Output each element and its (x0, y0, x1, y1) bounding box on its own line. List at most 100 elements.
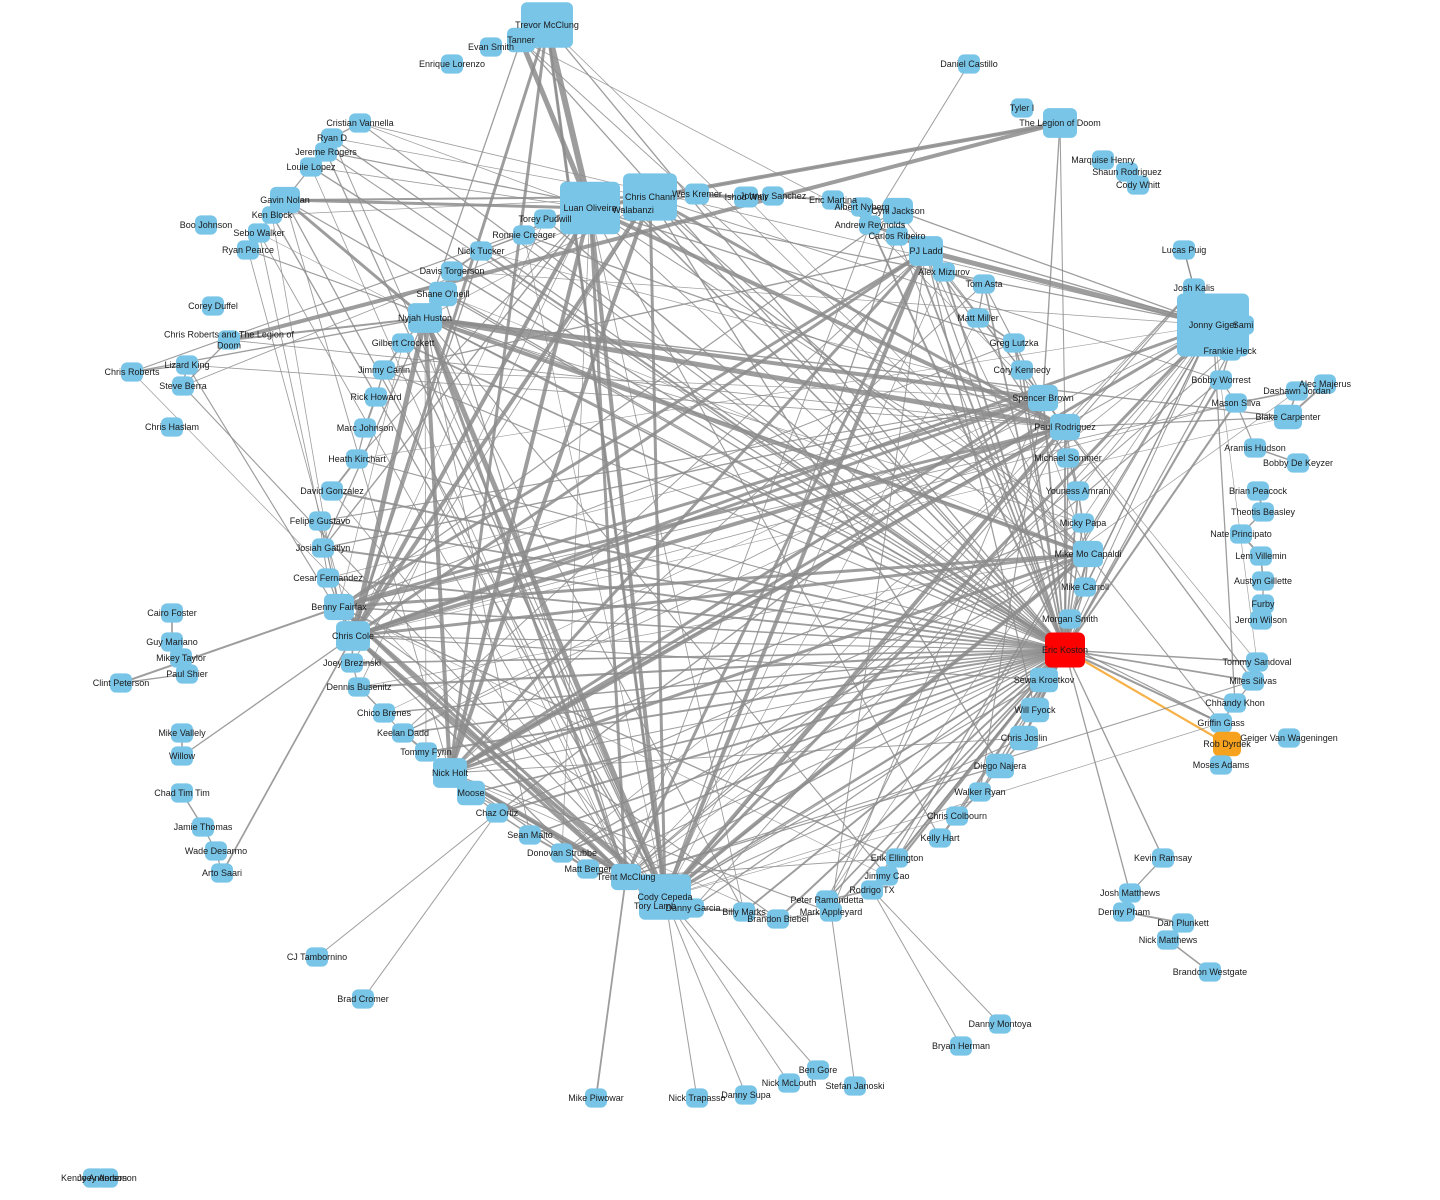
svg-text:Chico Brenes: Chico Brenes (357, 708, 412, 718)
svg-text:Willow: Willow (169, 751, 195, 761)
svg-text:Mason Silva: Mason Silva (1211, 398, 1260, 408)
svg-text:Ben Gore: Ben Gore (799, 1065, 838, 1075)
svg-text:Mike Carroll: Mike Carroll (1061, 582, 1109, 592)
svg-text:Mike Piwowar: Mike Piwowar (568, 1093, 624, 1103)
svg-text:Brandon Westgate: Brandon Westgate (1173, 967, 1247, 977)
svg-text:Ronnie Creager: Ronnie Creager (492, 230, 556, 240)
svg-text:David Gonzalez: David Gonzalez (300, 486, 364, 496)
svg-text:Tory Lamb: Tory Lamb (634, 901, 676, 911)
svg-text:Michael Sommer: Michael Sommer (1034, 453, 1102, 463)
svg-text:Shaun Rodriguez: Shaun Rodriguez (1092, 167, 1162, 177)
svg-text:Trent McClung: Trent McClung (597, 872, 656, 882)
svg-text:Miles Silvas: Miles Silvas (1229, 676, 1277, 686)
svg-text:Andrew Reynolds: Andrew Reynolds (835, 220, 906, 230)
svg-text:Kevin Ramsay: Kevin Ramsay (1134, 853, 1193, 863)
svg-text:Louie Lopez: Louie Lopez (286, 162, 336, 172)
svg-text:Jimmy Carlin: Jimmy Carlin (358, 365, 410, 375)
svg-text:Will Fyock: Will Fyock (1015, 705, 1056, 715)
svg-text:Danny Montoya: Danny Montoya (968, 1019, 1031, 1029)
svg-text:Erik Ellington: Erik Ellington (871, 853, 924, 863)
svg-text:Clint Peterson: Clint Peterson (93, 678, 150, 688)
svg-text:Mike Vallely: Mike Vallely (158, 728, 206, 738)
svg-text:Tyler I: Tyler I (1010, 103, 1035, 113)
svg-text:Eric Koston: Eric Koston (1042, 645, 1088, 655)
svg-text:Moose: Moose (457, 788, 484, 798)
svg-text:CJ Tambornino: CJ Tambornino (287, 952, 347, 962)
svg-text:Moses Adams: Moses Adams (1193, 760, 1250, 770)
svg-text:Kelly Hart: Kelly Hart (920, 833, 960, 843)
svg-text:Heath Kirchart: Heath Kirchart (328, 454, 386, 464)
svg-text:Frankie Heck: Frankie Heck (1203, 346, 1257, 356)
svg-text:Spencer Brown: Spencer Brown (1012, 393, 1074, 403)
svg-text:Griffin Gass: Griffin Gass (1197, 718, 1245, 728)
svg-text:Donovan Strubbe: Donovan Strubbe (527, 848, 597, 858)
svg-text:Marquise Henry: Marquise Henry (1071, 155, 1135, 165)
svg-text:Nyjah Huston: Nyjah Huston (398, 313, 452, 323)
svg-text:Boo Johnson: Boo Johnson (180, 220, 233, 230)
svg-text:Lem Villemin: Lem Villemin (1235, 551, 1286, 561)
svg-text:Josh Matthews: Josh Matthews (1100, 888, 1161, 898)
svg-text:Tommy Sandoval: Tommy Sandoval (1222, 657, 1291, 667)
svg-text:Tommy Fynn: Tommy Fynn (400, 747, 452, 757)
svg-text:Mike Mo Capaldi: Mike Mo Capaldi (1054, 549, 1121, 559)
svg-text:Denny Pham: Denny Pham (1098, 907, 1150, 917)
svg-text:Alex Mizurov: Alex Mizurov (918, 267, 970, 277)
svg-text:Wade Desarmo: Wade Desarmo (185, 846, 247, 856)
svg-text:Brad Cromer: Brad Cromer (337, 994, 389, 1004)
svg-text:Paul Shier: Paul Shier (166, 669, 208, 679)
svg-text:Arto Saari: Arto Saari (202, 868, 242, 878)
svg-text:Jimmy Cao: Jimmy Cao (864, 871, 909, 881)
svg-text:Jamie Thomas: Jamie Thomas (174, 822, 233, 832)
svg-text:Chris Roberts: Chris Roberts (104, 367, 160, 377)
svg-text:Ryan D: Ryan D (317, 133, 348, 143)
svg-text:Ken Block: Ken Block (252, 210, 293, 220)
svg-text:Gavin Nolan: Gavin Nolan (260, 195, 310, 205)
svg-text:Josiah Gatlyn: Josiah Gatlyn (296, 543, 351, 553)
svg-text:Sean Malto: Sean Malto (507, 830, 553, 840)
svg-text:Ryan Pearce: Ryan Pearce (222, 245, 274, 255)
svg-text:Shane O'neill: Shane O'neill (416, 289, 469, 299)
svg-text:Tom Asta: Tom Asta (965, 279, 1002, 289)
svg-text:Youness Amrani: Youness Amrani (1046, 486, 1111, 496)
svg-text:Furby: Furby (1251, 599, 1275, 609)
svg-text:Cyril Jackson: Cyril Jackson (871, 206, 925, 216)
svg-text:Jonny Giger: Jonny Giger (1189, 320, 1238, 330)
svg-text:The Legion of Doom: The Legion of Doom (1019, 118, 1101, 128)
svg-text:Chris Cole: Chris Cole (332, 631, 374, 641)
svg-text:Cesar Fernandez: Cesar Fernandez (293, 573, 363, 583)
svg-text:Corey Duffel: Corey Duffel (188, 301, 238, 311)
svg-text:Chad Tim Tim: Chad Tim Tim (154, 788, 210, 798)
svg-text:Matt Miller: Matt Miller (957, 313, 999, 323)
svg-text:Marc Johnson: Marc Johnson (337, 423, 394, 433)
svg-text:Rick Howard: Rick Howard (350, 392, 401, 402)
svg-text:Rodrigo TX: Rodrigo TX (849, 885, 894, 895)
svg-text:Josh Kalis: Josh Kalis (1173, 283, 1215, 293)
svg-text:Davis Torgerson: Davis Torgerson (420, 266, 485, 276)
svg-text:Keelan Dadd: Keelan Dadd (377, 728, 429, 738)
svg-text:Walabanzi: Walabanzi (612, 205, 654, 215)
svg-text:Dennis Busenitz: Dennis Busenitz (326, 682, 392, 692)
svg-text:Peter Ramondetta: Peter Ramondetta (790, 895, 863, 905)
svg-text:Paul Rodriguez: Paul Rodriguez (1034, 422, 1096, 432)
svg-text:Felipe Gustavo: Felipe Gustavo (290, 516, 351, 526)
svg-text:Micky Papa: Micky Papa (1060, 518, 1107, 528)
svg-text:Guy Mariano: Guy Mariano (146, 637, 198, 647)
svg-text:Greg Lutzka: Greg Lutzka (989, 338, 1038, 348)
svg-text:Dan Plunkett: Dan Plunkett (1157, 918, 1209, 928)
svg-text:Chhandy Khon: Chhandy Khon (1205, 698, 1265, 708)
svg-text:Cory Kennedy: Cory Kennedy (993, 365, 1051, 375)
svg-text:Brian Peacock: Brian Peacock (1229, 486, 1288, 496)
svg-text:Trevor McClung: Trevor McClung (515, 20, 579, 30)
svg-text:Johnny Sanchez: Johnny Sanchez (740, 191, 807, 201)
svg-text:Nick Holt: Nick Holt (432, 768, 469, 778)
svg-text:Sewa Kroetkov: Sewa Kroetkov (1014, 675, 1075, 685)
svg-text:Lucas Puig: Lucas Puig (1162, 245, 1207, 255)
svg-text:Bryan Herman: Bryan Herman (932, 1041, 990, 1051)
svg-text:Luan Oliveira: Luan Oliveira (563, 203, 616, 213)
svg-text:Nick Tucker: Nick Tucker (457, 246, 504, 256)
svg-text:PJ Ladd: PJ Ladd (909, 246, 942, 256)
svg-text:Torey Pudwill: Torey Pudwill (518, 214, 571, 224)
svg-text:Benny Fairfax: Benny Fairfax (311, 602, 367, 612)
svg-text:Nick Trapasso: Nick Trapasso (668, 1093, 725, 1103)
svg-text:Alec Majerus: Alec Majerus (1299, 379, 1352, 389)
